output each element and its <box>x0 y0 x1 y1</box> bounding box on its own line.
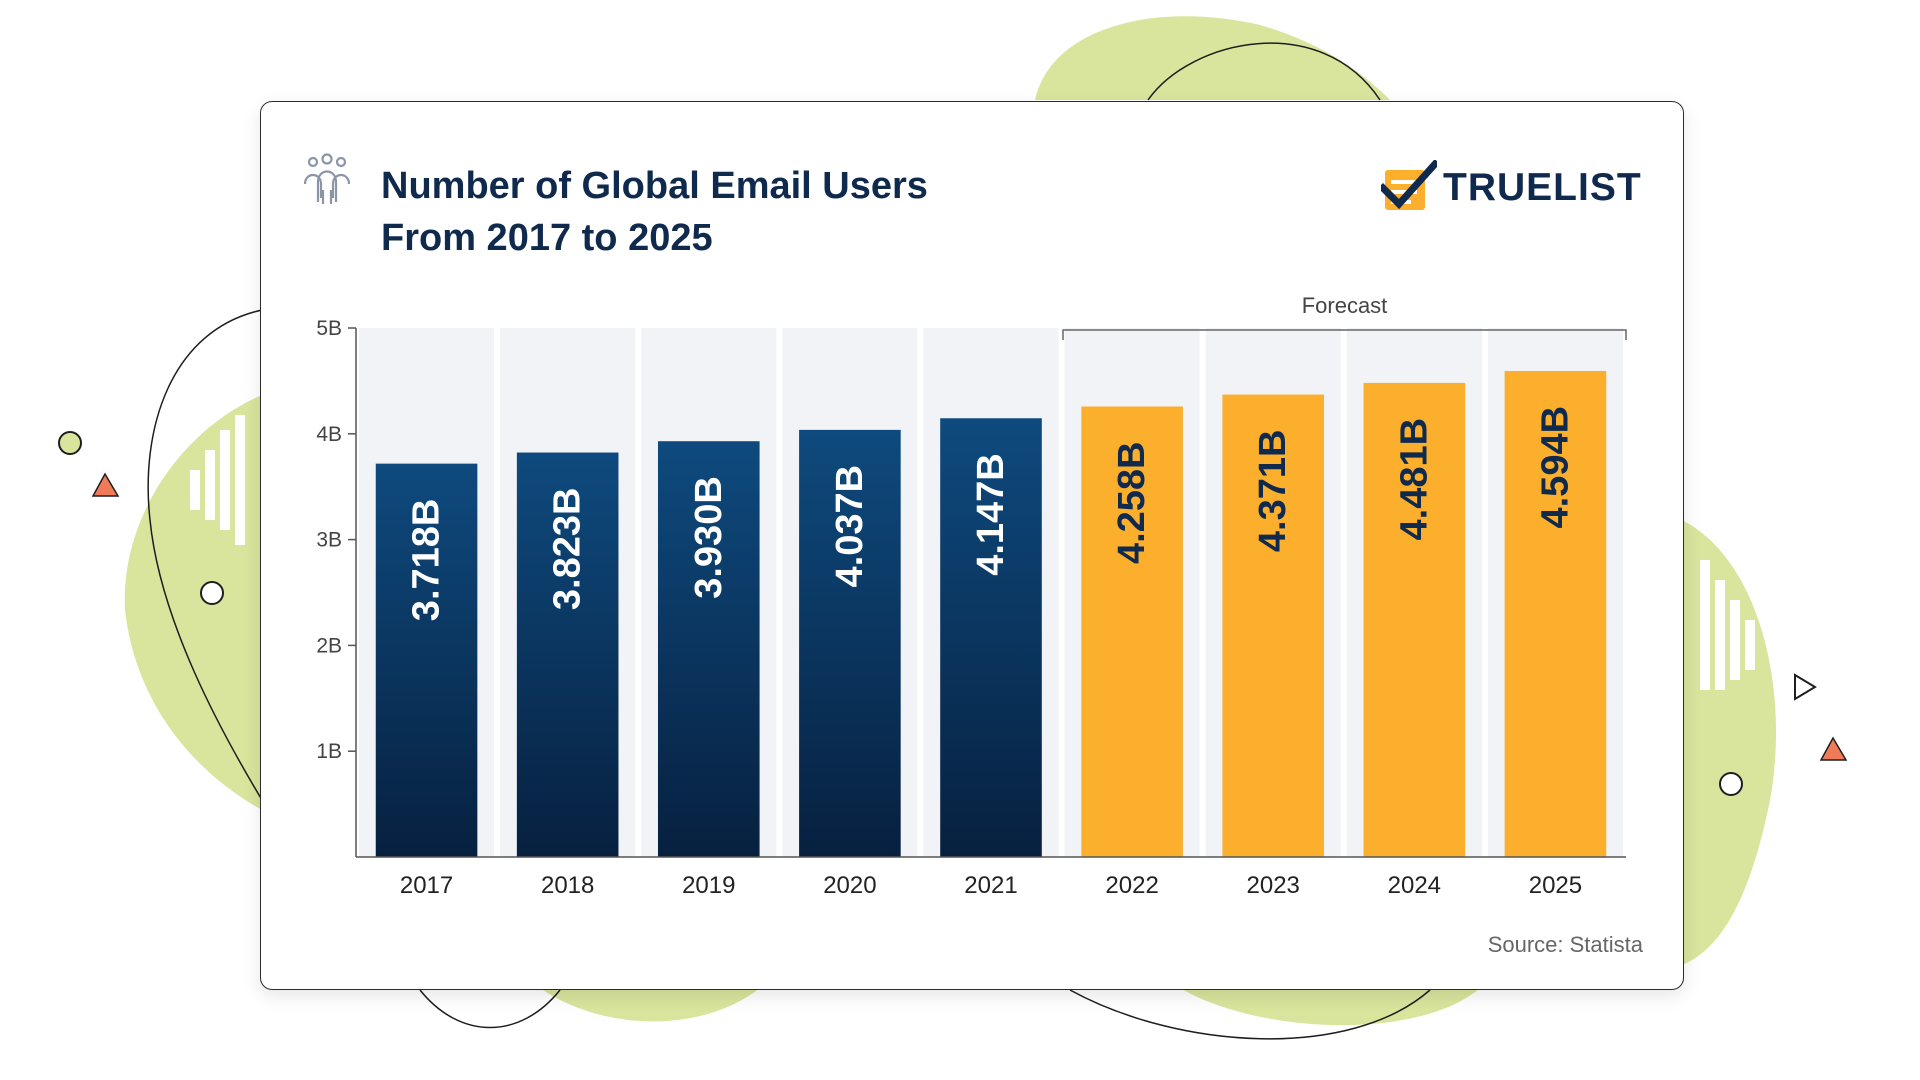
decorative-circle <box>1719 772 1743 796</box>
bar <box>940 418 1042 857</box>
forecast-bar <box>1363 382 1466 857</box>
decorative-circle <box>58 431 82 455</box>
background-curve-line <box>419 989 561 1029</box>
bar-value-label: 4.371B <box>1252 430 1294 553</box>
forecast-label: Forecast <box>1302 293 1388 318</box>
logo-text: TRUELIST <box>1443 166 1642 209</box>
people-group-icon <box>303 153 351 204</box>
source-note: Source: Statista <box>1487 932 1643 957</box>
y-tick-label: 2B <box>316 634 342 657</box>
x-tick-label: 2020 <box>823 872 876 899</box>
bar-value-label: 4.147B <box>970 453 1012 576</box>
background-blob-right <box>1682 520 1777 965</box>
background-curve-line <box>147 309 263 801</box>
x-tick-label: 2023 <box>1247 872 1300 899</box>
truelist-logo: TRUELIST <box>1381 160 1651 220</box>
bar-value-label: 3.823B <box>547 488 589 611</box>
x-tick-label: 2018 <box>541 872 594 899</box>
bar-value-label: 4.594B <box>1534 406 1576 529</box>
y-tick-label: 1B <box>316 740 342 763</box>
background-curve-line <box>1147 42 1381 101</box>
x-tick-label: 2024 <box>1388 872 1441 899</box>
background-stripes-right <box>1700 560 1755 690</box>
chart-title-line-2: From 2017 to 2025 <box>381 217 713 259</box>
background-blob-bottom <box>540 988 1480 1026</box>
bar-value-label: 4.481B <box>1393 418 1435 541</box>
bar-value-label: 3.718B <box>406 499 448 622</box>
y-tick-label: 5B <box>316 317 342 340</box>
x-tick-label: 2019 <box>682 872 735 899</box>
decorative-triangle <box>1819 736 1848 761</box>
bar <box>516 452 619 857</box>
background-curve-line <box>1069 989 1431 1040</box>
bar-value-label: 4.037B <box>829 465 871 588</box>
background-stripes-left <box>190 415 245 545</box>
bar-value-label: 3.930B <box>688 476 730 599</box>
bar-value-label: 4.258B <box>1111 442 1153 565</box>
x-tick-label: 2025 <box>1529 872 1582 899</box>
chart-title-line-1: Number of Global Email Users <box>381 165 928 207</box>
decorative-circle <box>200 581 224 605</box>
bar <box>657 441 760 857</box>
forecast-bracket <box>1062 329 1627 340</box>
x-tick-label: 2022 <box>1105 872 1158 899</box>
checklist-check-icon <box>1381 160 1437 210</box>
forecast-bar <box>1222 394 1325 857</box>
y-tick-label: 3B <box>316 529 342 552</box>
bar-chart: 1B 2B 3B 4B 5B 3.718B 2017 3.823B 2018 3.930B 2019… <box>316 293 1627 899</box>
chart-card: Number of Global Email Users From 2017 t… <box>260 101 1684 990</box>
bar <box>375 463 478 857</box>
chart-title: Number of Global Email Users From 2017 t… <box>381 160 928 264</box>
bar <box>799 429 901 857</box>
forecast-bar <box>1081 406 1183 857</box>
decorative-play-triangle <box>1794 673 1817 701</box>
x-tick-label: 2017 <box>400 872 453 899</box>
forecast-bar <box>1504 370 1607 857</box>
y-tick-label: 4B <box>316 423 342 446</box>
background-blob-top <box>1035 16 1390 100</box>
decorative-triangle <box>91 472 120 497</box>
x-tick-label: 2021 <box>964 872 1017 899</box>
